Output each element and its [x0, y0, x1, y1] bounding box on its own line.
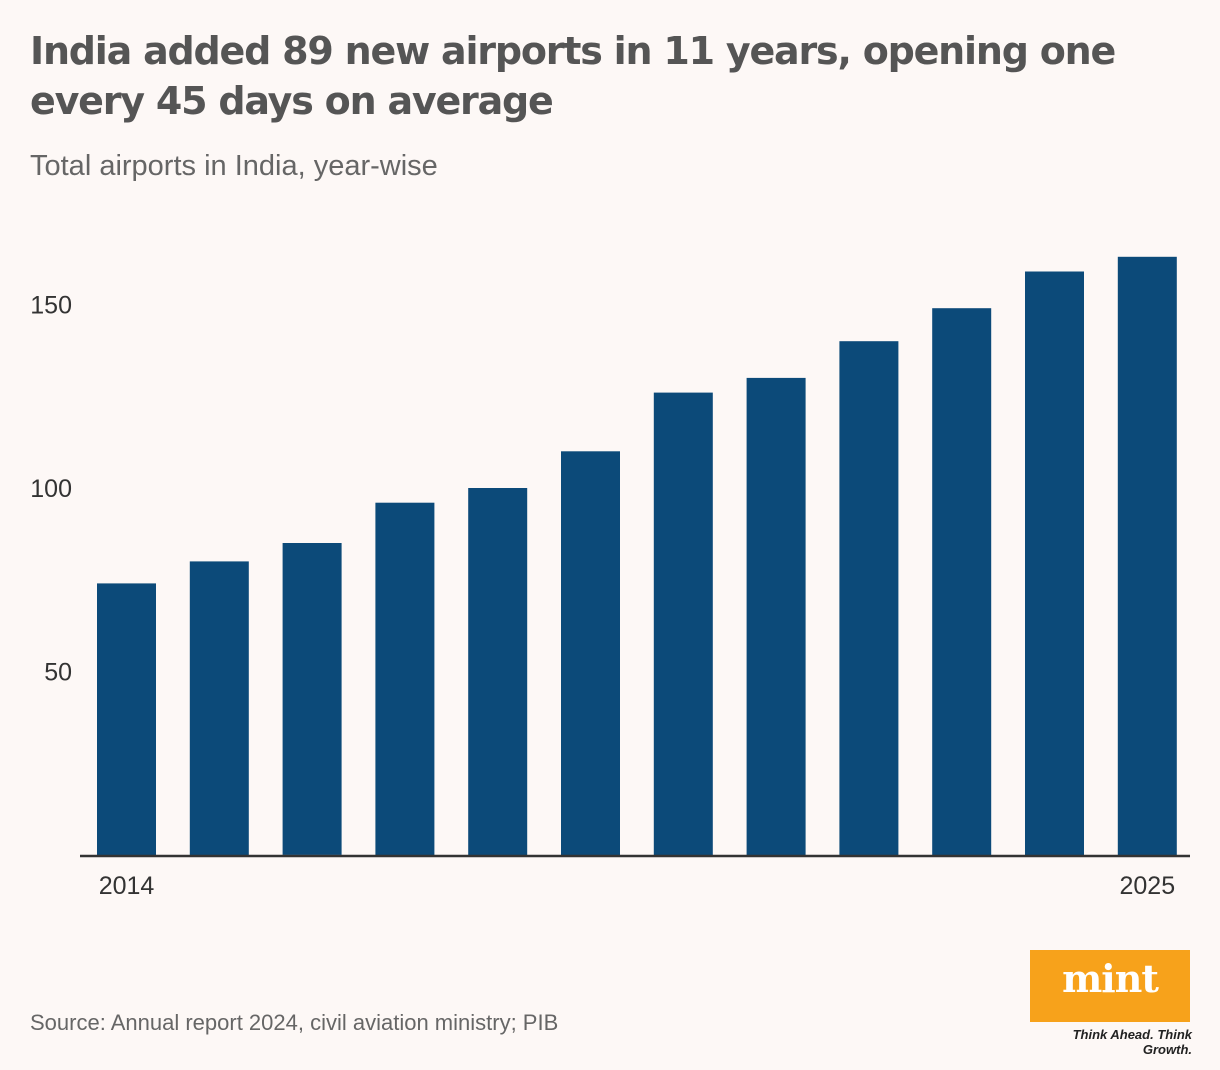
bar-2022 — [839, 341, 899, 855]
chart-title: India added 89 new airports in 11 years,… — [30, 29, 1116, 123]
bar-2015 — [189, 561, 249, 855]
logo-wordmark: mint — [1062, 956, 1159, 1001]
chart-subtitle: Total airports in India, year-wise — [30, 150, 438, 182]
bar-2021 — [746, 377, 806, 855]
bar-2014 — [97, 583, 156, 855]
x-tick-label-2025: 2025 — [1119, 872, 1175, 900]
bar-2019 — [561, 451, 620, 855]
bar-2017 — [375, 502, 435, 855]
source-note: Source: Annual report 2024, civil aviati… — [30, 1010, 559, 1035]
y-tick-label-50: 50 — [44, 659, 72, 687]
bar-2023 — [932, 308, 992, 855]
mint-logo: mint — [1030, 950, 1190, 1022]
bar-2025 — [1117, 256, 1177, 855]
bar-2024 — [1025, 271, 1084, 855]
x-tick-label-2014: 2014 — [99, 872, 155, 900]
bar-2016 — [282, 543, 342, 855]
bar-2020 — [653, 392, 713, 855]
logo-tagline: Think Ahead. Think Growth. — [1072, 1027, 1192, 1057]
bar-2018 — [468, 488, 528, 855]
y-tick-label-150: 150 — [30, 292, 72, 320]
y-tick-label-100: 100 — [30, 475, 72, 503]
